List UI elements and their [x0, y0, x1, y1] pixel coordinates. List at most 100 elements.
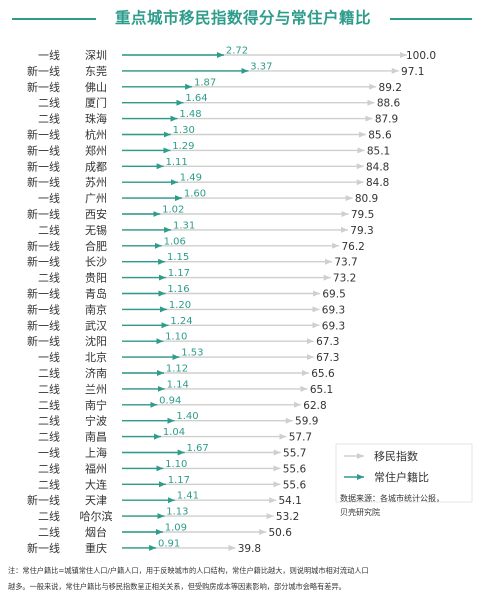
city-label: 哈尔滨: [80, 509, 113, 523]
tier-label: 二线: [38, 398, 60, 412]
city-label: 长沙: [85, 256, 107, 269]
ratio-value-label: 1.10: [165, 459, 187, 470]
city-label: 青岛: [85, 287, 107, 301]
ratio-value-label: 1.30: [173, 125, 195, 136]
source-line-2: 贝壳研究院: [340, 507, 380, 517]
tier-label: 新一线: [27, 334, 60, 348]
ratio-value-label: 1.49: [180, 173, 202, 184]
legend-migration-label: 移民指数: [374, 449, 418, 463]
migration-value-label: 62.8: [303, 400, 326, 412]
ratio-value-label: 1.87: [194, 77, 216, 88]
tier-label: 二线: [38, 112, 60, 126]
tier-label: 二线: [38, 430, 60, 444]
migration-value-label: 55.6: [283, 479, 307, 491]
city-label: 宁波: [85, 414, 107, 428]
tier-label: 二线: [38, 477, 60, 491]
migration-value-label: 65.6: [311, 368, 335, 380]
city-label: 成都: [85, 160, 107, 173]
migration-value-label: 73.2: [333, 273, 356, 285]
city-label: 上海: [85, 446, 107, 460]
migration-value-label: 67.3: [316, 336, 339, 348]
footnote-line-2: 越多。一般来说，常住户籍比与移民指数呈正相关关系，但受购房成本等因素影响，部分城…: [8, 582, 346, 591]
migration-value-label: 80.9: [355, 193, 378, 205]
migration-value-label: 97.1: [401, 66, 424, 78]
tier-label: 新一线: [27, 287, 60, 301]
ratio-value-label: 2.72: [226, 46, 248, 57]
migration-value-label: 69.5: [322, 289, 345, 301]
tier-label: 二线: [38, 96, 60, 110]
ratio-value-label: 1.14: [167, 379, 189, 390]
legend-box: 移民指数 常住户籍比: [335, 443, 473, 503]
migration-value-label: 67.3: [316, 352, 339, 364]
footnote-line-1: 注：常住户籍比=城镇常住人口/户籍人口，用于反映城市的人口结构，常住户籍比越大，…: [8, 566, 369, 575]
migration-value-label: 79.5: [351, 209, 374, 221]
tier-label: 新一线: [27, 318, 60, 332]
tier-label: 一线: [38, 446, 60, 460]
tier-label: 二线: [38, 414, 60, 428]
ratio-value-label: 0.94: [159, 395, 181, 406]
title-bar: 重点城市移民指数得分与常住户籍比: [0, 0, 484, 38]
ratio-value-label: 1.10: [165, 332, 187, 343]
tier-label: 新一线: [27, 175, 60, 189]
ratio-value-label: 1.11: [165, 157, 187, 168]
city-label: 苏州: [85, 176, 107, 189]
migration-value-label: 65.1: [310, 384, 333, 396]
city-label: 东莞: [85, 65, 107, 78]
tier-label: 二线: [38, 525, 60, 539]
tier-label: 二线: [38, 461, 60, 475]
city-label: 济南: [85, 366, 107, 380]
city-label: 南昌: [85, 431, 107, 444]
migration-value-label: 84.8: [366, 177, 389, 189]
ratio-value-label: 1.17: [168, 268, 190, 279]
ratio-value-label: 0.91: [158, 538, 180, 549]
migration-value-label: 39.8: [238, 543, 261, 555]
migration-value-label: 54.1: [278, 495, 301, 507]
city-label: 兰州: [85, 383, 107, 396]
ratio-value-label: 1.02: [162, 205, 184, 216]
ratio-value-label: 3.37: [250, 61, 272, 72]
migration-value-label: 85.6: [368, 130, 392, 142]
city-label: 广州: [85, 192, 107, 205]
legend-ratio-label: 常住户籍比: [374, 470, 429, 484]
tier-label: 新一线: [27, 159, 60, 173]
migration-value-label: 55.6: [283, 463, 307, 475]
city-label: 杭州: [85, 128, 107, 142]
tier-label: 一线: [38, 191, 60, 205]
city-label: 郑州: [85, 143, 107, 157]
tier-label: 新一线: [27, 207, 60, 221]
migration-value-label: 69.3: [322, 320, 345, 332]
ratio-value-label: 1.12: [166, 364, 188, 375]
ratio-value-label: 1.60: [184, 189, 206, 200]
city-label: 沈阳: [85, 334, 107, 348]
city-label: 天津: [85, 494, 107, 507]
ratio-value-label: 1.04: [163, 427, 185, 438]
tier-label: 新一线: [27, 255, 60, 269]
migration-value-label: 100.0: [406, 50, 436, 62]
city-label: 西安: [85, 207, 107, 221]
ratio-value-label: 1.48: [179, 109, 201, 120]
tier-label: 二线: [38, 382, 60, 396]
tier-label: 二线: [38, 366, 60, 380]
migration-value-label: 76.2: [341, 241, 364, 253]
source-line-1: 数据来源：各城市统计公报，: [340, 493, 444, 503]
ratio-value-label: 1.53: [181, 348, 203, 359]
ratio-value-label: 1.06: [164, 236, 186, 247]
title-rule-left: [12, 18, 96, 20]
city-label: 南宁: [85, 398, 107, 412]
city-label: 佛山: [85, 81, 107, 94]
tier-label: 二线: [38, 223, 60, 237]
tier-label: 新一线: [27, 64, 60, 78]
ratio-value-label: 1.29: [172, 141, 194, 152]
migration-value-label: 57.7: [289, 432, 312, 444]
tier-label: 新一线: [27, 493, 60, 507]
tier-label: 二线: [38, 271, 60, 285]
city-label: 珠海: [85, 112, 107, 126]
ratio-value-label: 1.13: [166, 507, 188, 518]
city-label: 烟台: [85, 525, 107, 539]
tier-label: 一线: [38, 350, 60, 364]
migration-value-label: 84.8: [366, 161, 389, 173]
tier-label: 二线: [38, 509, 60, 523]
migration-value-label: 55.7: [283, 448, 306, 460]
